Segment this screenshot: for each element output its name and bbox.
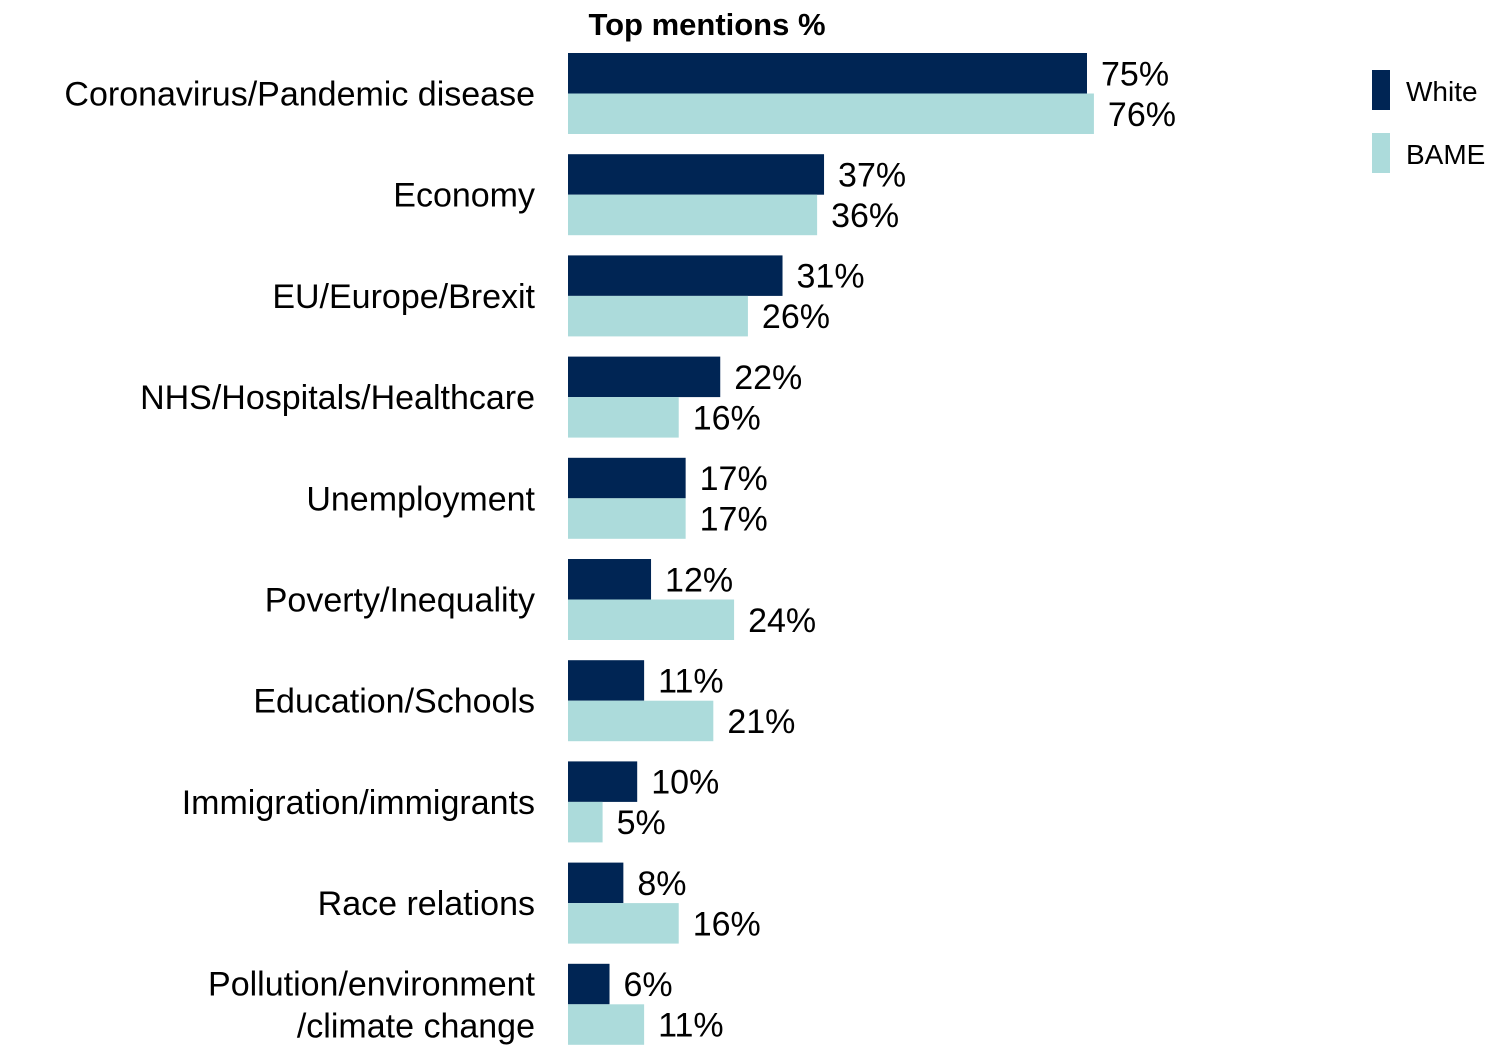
category-label-pollution-environment-climate-change: Pollution/environment <box>208 965 536 1003</box>
category-label-race-relations: Race relations <box>318 885 535 923</box>
bar-bame-pollution-environment-climate-change <box>568 1004 645 1045</box>
bar-white-coronavirus-pandemic-disease <box>568 53 1087 94</box>
bar-white-pollution-environment-climate-change <box>568 963 610 1005</box>
bar-bame-poverty-inequality <box>568 599 735 640</box>
category-labels: Coronavirus/Pandemic disease Economy EU/Eu… <box>64 76 535 1046</box>
category-label-immigration-immigrants: Immigration/immigrants <box>182 784 535 822</box>
category-label-poverty-inequality: Poverty/Inequality <box>265 582 535 620</box>
category-label-economy: Economy <box>393 177 535 215</box>
data-labels: 75%76%37%36%31%26%22%16%17%17%12%24%11%2… <box>617 55 1176 1044</box>
legend-swatch-bame <box>1372 133 1390 173</box>
bar-white-race-relations <box>568 862 624 904</box>
data-label-bame-poverty-inequality: 24% <box>748 602 816 640</box>
data-label-bame-pollution-environment-climate-change: 11% <box>658 1007 724 1045</box>
bar-bame-education-schools <box>568 700 714 742</box>
data-label-white-education-schools: 11% <box>658 662 724 700</box>
data-label-white-coronavirus-pandemic-disease: 75% <box>1101 55 1169 93</box>
bar-bame-economy <box>568 194 818 236</box>
bar-series <box>568 53 1094 1045</box>
bar-bame-eu-europe-brexit <box>568 295 748 337</box>
bar-white-immigration-immigrants <box>568 761 638 802</box>
chart-title: Top mentions % <box>588 7 825 42</box>
data-label-white-eu-europe-brexit: 31% <box>797 258 865 296</box>
bar-bame-immigration-immigrants <box>568 801 603 843</box>
data-label-bame-coronavirus-pandemic-disease: 76% <box>1108 96 1176 134</box>
bar-bame-coronavirus-pandemic-disease <box>568 93 1094 134</box>
category-label-eu-europe-brexit: EU/Europe/Brexit <box>272 278 535 316</box>
bar-white-nhs-hospitals-healthcare <box>568 356 721 398</box>
data-label-bame-immigration-immigrants: 5% <box>617 804 666 842</box>
data-label-bame-nhs-hospitals-healthcare: 16% <box>693 399 761 437</box>
data-label-white-pollution-environment-climate-change: 6% <box>624 966 673 1004</box>
data-label-white-nhs-hospitals-healthcare: 22% <box>734 359 802 397</box>
data-label-white-unemployment: 17% <box>700 460 768 498</box>
data-label-white-immigration-immigrants: 10% <box>651 764 719 802</box>
legend: White BAME <box>1372 70 1485 173</box>
bar-bame-nhs-hospitals-healthcare <box>568 397 679 438</box>
legend-label-bame: BAME <box>1406 139 1485 170</box>
data-label-white-poverty-inequality: 12% <box>665 561 733 599</box>
legend-label-white: White <box>1406 76 1478 107</box>
bar-white-unemployment <box>568 457 686 499</box>
data-label-bame-unemployment: 17% <box>700 501 768 539</box>
bar-white-eu-europe-brexit <box>568 255 783 296</box>
data-label-bame-eu-europe-brexit: 26% <box>762 298 830 336</box>
bar-white-economy <box>568 154 825 195</box>
category-label-nhs-hospitals-healthcare: NHS/Hospitals/Healthcare <box>140 379 535 417</box>
category-label-education-schools: Education/Schools <box>253 683 535 721</box>
category-label-pollution-environment-climate-change: /climate change <box>297 1007 535 1045</box>
legend-swatch-white <box>1372 70 1390 110</box>
bar-bame-race-relations <box>568 903 679 944</box>
data-label-white-economy: 37% <box>838 156 906 194</box>
category-label-unemployment: Unemployment <box>306 480 535 518</box>
data-label-bame-economy: 36% <box>831 197 899 235</box>
bar-white-poverty-inequality <box>568 559 652 600</box>
data-label-bame-race-relations: 16% <box>693 905 761 943</box>
data-label-bame-education-schools: 21% <box>727 703 795 741</box>
data-label-white-race-relations: 8% <box>637 865 686 903</box>
category-label-coronavirus-pandemic-disease: Coronavirus/Pandemic disease <box>64 76 535 114</box>
bar-bame-unemployment <box>568 498 686 539</box>
bar-white-education-schools <box>568 660 645 701</box>
